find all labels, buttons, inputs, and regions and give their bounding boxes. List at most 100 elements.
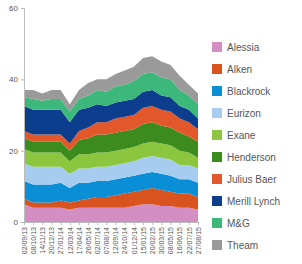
tick: 01/12/14	[131, 222, 138, 254]
legend-label: Merill Lynch	[227, 196, 280, 207]
tick-mark	[21, 79, 24, 80]
tick: 40	[9, 75, 24, 84]
tick-label: 20	[9, 147, 18, 156]
tick-label: 01/12/14	[131, 227, 138, 254]
tick: 24/10/14	[121, 222, 128, 254]
tick-mark	[88, 222, 89, 225]
legend-label: Alken	[227, 64, 252, 75]
tick-mark	[106, 222, 107, 225]
tick: 12/09/14	[112, 222, 119, 254]
tick-label: 07/08/14	[103, 227, 110, 254]
legend-swatch	[212, 196, 222, 206]
tick-mark	[24, 222, 25, 225]
tick-mark	[70, 222, 71, 225]
tick: 0	[14, 218, 24, 227]
tick: 08/10/13	[30, 222, 37, 254]
tick-label: 15/01/15	[140, 227, 147, 254]
legend-swatch	[212, 86, 222, 96]
tick-label: 12/09/14	[112, 227, 119, 254]
tick-label: 17/04/14	[76, 227, 83, 254]
tick: 14/11/13	[39, 222, 46, 254]
legend-swatch	[212, 108, 222, 118]
tick-mark	[171, 222, 172, 225]
y-axis: 0 20 40 60	[9, 4, 24, 227]
x-axis: 02/09/1308/10/1314/11/1320/12/1327/01/14…	[21, 222, 202, 254]
area-series	[24, 56, 198, 111]
tick: 30/03/15	[158, 222, 165, 254]
legend-label: Exane	[227, 130, 256, 141]
tick: 07/08/14	[103, 222, 110, 254]
tick-label: 60	[9, 4, 18, 13]
tick-mark	[189, 222, 190, 225]
tick: 27/08/15	[195, 222, 202, 254]
tick: 26/05/14	[85, 222, 92, 254]
tick: 60	[9, 4, 24, 13]
legend-label: Julius Baer	[227, 174, 277, 185]
tick-mark	[134, 222, 135, 225]
axis-line	[25, 223, 199, 226]
tick: 27/01/14	[57, 222, 64, 254]
tick: 20/12/13	[48, 222, 55, 254]
tick: 20/02/15	[149, 222, 156, 254]
tick-label: 14/11/13	[39, 227, 46, 254]
tick-mark	[51, 222, 52, 225]
tick-mark	[116, 222, 117, 225]
legend-swatch	[212, 152, 222, 162]
tick: 02/09/13	[21, 222, 28, 254]
tick-mark	[79, 222, 80, 225]
tick-mark	[143, 222, 144, 225]
tick: 12/03/14	[67, 222, 74, 254]
tick: 08/05/15	[167, 222, 174, 254]
tick: 17/04/14	[76, 222, 83, 254]
chart: 020406002/09/1308/10/1314/11/1320/12/132…	[0, 0, 302, 264]
tick-mark	[125, 222, 126, 225]
legend-swatch	[212, 64, 222, 74]
axis-line	[21, 9, 25, 223]
tick-label: 20/02/15	[149, 227, 156, 254]
tick-label: 22/07/15	[186, 227, 193, 254]
tick-mark	[61, 222, 62, 225]
legend-swatch	[212, 130, 222, 140]
tick-label: 08/10/13	[30, 227, 37, 254]
tick-label: 27/01/14	[57, 227, 64, 254]
tick-label: 16/06/15	[176, 227, 183, 254]
legend-label: M&G	[227, 218, 250, 229]
tick: 02/07/14	[94, 222, 101, 254]
legend-swatch	[212, 218, 222, 228]
legend-label: Alessia	[227, 42, 260, 53]
legend-label: Theam	[227, 240, 258, 251]
tick-label: 02/09/13	[21, 227, 28, 254]
legend-label: Blackrock	[227, 86, 271, 97]
tick: 20	[9, 147, 24, 156]
tick: 16/06/15	[176, 222, 183, 254]
tick-label: 20/12/13	[48, 227, 55, 254]
tick-label: 24/10/14	[121, 227, 128, 254]
tick-label: 08/05/15	[167, 227, 174, 254]
tick-mark	[97, 222, 98, 225]
tick-label: 26/05/14	[85, 227, 92, 254]
tick-mark	[21, 8, 24, 9]
tick: 22/07/15	[186, 222, 193, 254]
tick-mark	[42, 222, 43, 225]
legend-swatch	[212, 174, 222, 184]
tick-label: 12/03/14	[67, 227, 74, 254]
tick-label: 40	[9, 75, 18, 84]
legend-label: Henderson	[227, 152, 276, 163]
tick-mark	[33, 222, 34, 225]
tick-mark	[21, 222, 24, 223]
tick-label: 0	[14, 218, 19, 227]
legend-swatch	[212, 42, 222, 52]
tick-mark	[161, 222, 162, 225]
tick-label: 27/08/15	[195, 227, 202, 254]
tick-label: 02/07/14	[94, 227, 101, 254]
tick: 15/01/15	[140, 222, 147, 254]
tick-mark	[198, 222, 199, 225]
legend-swatch	[212, 240, 222, 250]
tick-label: 30/03/15	[158, 227, 165, 254]
tick-mark	[21, 151, 24, 152]
tick-mark	[180, 222, 181, 225]
legend-label: Eurizon	[227, 108, 261, 119]
plot-area	[24, 56, 198, 222]
tick-mark	[152, 222, 153, 225]
legend: Alessia Alken Blackrock Eurizon Exane Henders…	[212, 42, 280, 251]
